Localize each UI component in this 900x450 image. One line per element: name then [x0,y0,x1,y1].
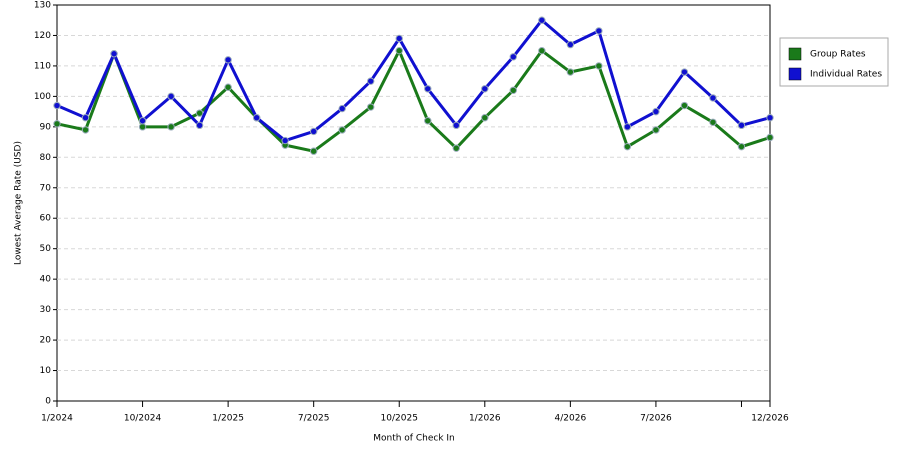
y-tick-label: 0 [45,397,51,407]
point [81,114,90,122]
point [195,121,204,130]
point [566,68,575,76]
series-line [56,49,771,153]
point [424,117,432,125]
point [566,40,575,49]
y-tick-label: 70 [40,183,52,193]
point [395,34,403,43]
point [766,133,774,142]
y-tick-label: 130 [34,1,51,11]
point [623,142,632,151]
point [281,136,289,145]
point [538,16,546,24]
legend-label: Individual Rates [810,70,882,80]
x-tick-label: 10/2025 [381,414,418,424]
point [709,118,717,126]
point [595,27,603,35]
point [395,46,403,55]
y-tick-label: 50 [40,244,52,254]
x-axis-title: Month of Check In [373,434,455,444]
point [367,103,375,111]
point [481,114,489,122]
y-tick-label: 120 [34,31,51,41]
point [737,121,746,130]
point [53,120,61,128]
y-tick-label: 40 [40,275,52,285]
point [452,144,460,152]
point [138,117,147,125]
point [452,121,460,130]
x-tick-label: 1/2025 [212,414,244,424]
point [110,50,118,58]
y-tick-label: 20 [40,336,52,346]
point [680,101,689,110]
y-tick-label: 60 [40,214,52,224]
point [623,123,632,131]
x-tick-label: 4/2026 [555,414,587,424]
point [766,114,774,122]
y-tick-label: 90 [40,122,52,132]
x-tick-label: 10/2024 [124,414,162,424]
point [709,94,717,102]
point [367,77,375,85]
point [309,127,318,136]
point [224,83,232,91]
point [538,46,546,55]
point [309,147,318,155]
point [53,101,61,110]
y-tick-label: 110 [34,61,51,71]
point [167,92,175,101]
point [224,56,232,64]
plot-area [56,4,771,402]
x-tick-label: 1/2026 [469,414,501,424]
point [481,85,489,93]
y-tick-label: 30 [40,305,52,315]
point [252,114,261,122]
x-tick-label: 1/2024 [41,414,73,424]
y-tick-label: 10 [40,366,52,376]
point [680,68,689,76]
point [652,126,660,134]
point [338,104,346,113]
series-line [56,18,771,143]
point [509,53,518,61]
y-tick-label: 80 [40,153,52,163]
y-tick-label: 100 [34,92,51,102]
point [595,62,603,70]
point [138,123,147,131]
x-tick-label: 7/2025 [298,414,330,424]
legend-label: Group Rates [810,50,866,60]
point [195,109,204,117]
point [737,142,746,151]
point [338,126,346,134]
x-tick-label: 12/2026 [751,414,789,424]
point [167,123,175,131]
legend-swatch [788,47,802,61]
point [81,126,90,134]
point [424,85,432,93]
legend-swatch [788,67,802,81]
y-axis-title: Lowest Average Rate (USD) [14,141,24,265]
point [652,107,660,116]
point [509,86,518,94]
x-tick-label: 7/2026 [640,414,672,424]
